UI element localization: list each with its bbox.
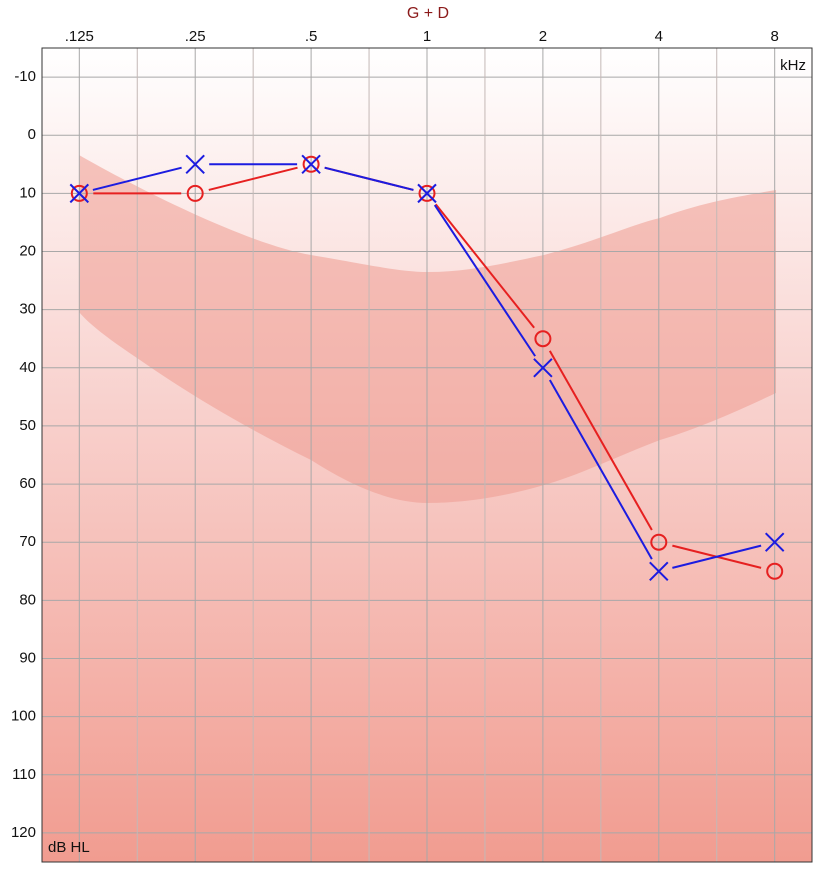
y-tick-label: 10	[19, 184, 36, 201]
connector	[92, 166, 182, 191]
y-tick-label: 120	[11, 824, 36, 841]
marker-cross	[69, 183, 90, 204]
connector	[433, 204, 536, 357]
marker-circle	[766, 562, 784, 580]
y-tick-label: 40	[19, 359, 36, 376]
x-tick-label: .25	[185, 28, 206, 45]
y-tick-label: 60	[19, 475, 36, 492]
y-tick-label: 50	[19, 417, 36, 434]
connector	[548, 379, 653, 560]
x-tick-label: 2	[539, 28, 547, 45]
connector	[324, 166, 414, 191]
y-tick-label: 80	[19, 591, 36, 608]
y-tick-label: 20	[19, 242, 36, 259]
y-axis-label: dB HL	[48, 839, 90, 856]
chart-title: G + D	[407, 5, 449, 22]
marker-cross	[533, 358, 553, 378]
marker-cross	[301, 154, 321, 174]
x-axis-label: kHz	[780, 57, 806, 74]
x-tick-label: 8	[771, 28, 779, 45]
connector	[434, 203, 535, 329]
marker-circle	[534, 330, 552, 348]
marker-circle	[70, 184, 88, 202]
x-tick-label: 4	[655, 28, 663, 45]
marker-cross	[185, 154, 205, 174]
x-tick-label: .5	[305, 28, 318, 45]
y-tick-label: 110	[12, 766, 36, 783]
plot-border	[41, 47, 813, 863]
y-tick-label: 90	[19, 649, 36, 666]
y-tick-label: 30	[19, 301, 36, 318]
connector	[672, 544, 762, 569]
y-tick-label: 100	[11, 708, 36, 725]
y-tick-label: 0	[28, 126, 36, 143]
connector	[548, 350, 653, 531]
marker-cross	[764, 532, 785, 552]
y-tick-label: 70	[19, 533, 36, 550]
marker-circle	[418, 184, 436, 202]
y-tick-label: -10	[14, 68, 36, 85]
marker-cross	[417, 183, 437, 204]
x-tick-label: .125	[65, 28, 94, 45]
connector	[208, 166, 298, 191]
x-tick-label: 1	[423, 28, 431, 45]
marker-cross	[649, 561, 669, 581]
marker-circle	[650, 533, 668, 551]
marker-circle	[302, 155, 320, 173]
marker-circle	[186, 184, 204, 202]
